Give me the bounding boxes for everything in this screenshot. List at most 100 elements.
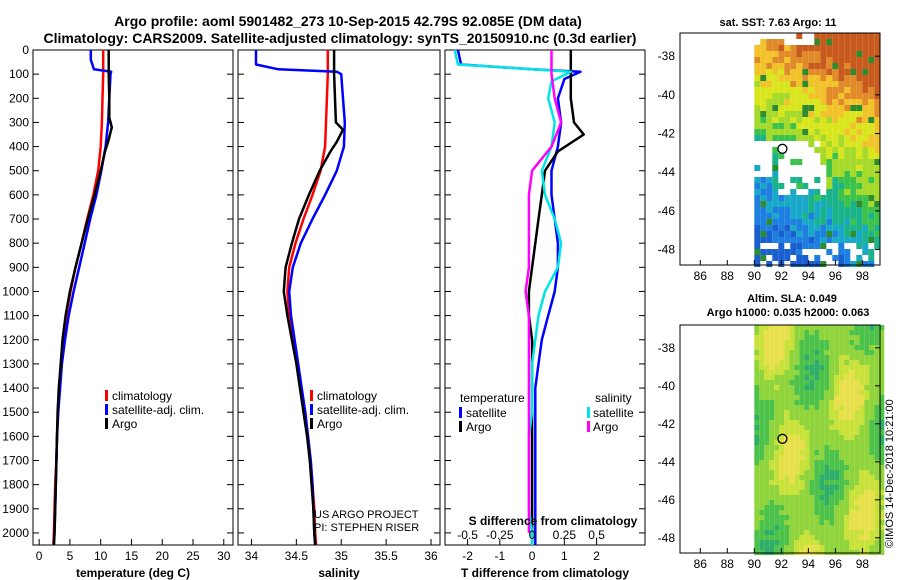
map-cell [754,117,761,123]
map-cell [779,510,785,515]
map-cell [834,530,840,535]
map-cell [874,470,880,475]
map-cell [874,225,881,231]
map-cell [804,380,810,385]
map-cell [754,430,760,435]
map-cell [854,400,860,405]
map-cell [850,87,857,93]
map-cell [769,460,775,465]
map-cell [819,525,825,530]
map-cell [774,455,780,460]
map-cell [784,213,791,219]
map-cell [829,350,835,355]
map-cell [789,325,795,330]
map-cell [759,335,765,340]
map-cell [754,213,761,219]
map-cell [790,81,797,87]
map-cell [760,225,767,231]
map-cell [874,33,881,39]
map-cell [809,440,815,445]
map-cell [844,117,851,123]
map-cell [796,81,803,87]
map-cell [778,87,785,93]
map-cell [874,111,881,117]
map-cell [834,450,840,455]
map-cell [764,325,770,330]
s-tick-label: -0.25 [486,528,514,542]
map-cell [778,153,785,159]
map-cell [862,81,869,87]
map-cell [849,410,855,415]
map-cell [832,165,839,171]
map-cell [804,460,810,465]
map-cell [754,420,760,425]
map-cell [766,117,773,123]
map-cell [759,325,765,330]
map-cell [779,340,785,345]
map-cell [804,420,810,425]
map-cell [869,360,875,365]
map-cell [829,500,835,505]
map-cell [839,475,845,480]
map-cell [856,171,863,177]
map-cell [796,159,803,165]
map-cell [874,123,881,129]
map-cell [862,147,869,153]
map-cell [849,395,855,400]
map-cell [824,510,830,515]
map-cell [879,390,885,395]
map-cell [854,375,860,380]
map-cell [799,420,805,425]
map-cell [814,243,821,249]
map-cell [819,340,825,345]
map-cell [808,57,815,63]
map-cell [844,45,851,51]
map-cell [802,63,809,69]
map-cell [772,213,779,219]
map-cell [826,177,833,183]
map-cell [879,435,885,440]
map-cell [879,450,885,455]
map-cell [808,117,815,123]
map-cell [814,213,821,219]
map-cell [754,390,760,395]
map-cell [759,475,765,480]
x-tick-label: 5 [67,549,74,563]
map-cell [779,480,785,485]
map-cell [834,515,840,520]
map-cell [868,183,875,189]
x-tick-label: -1 [495,549,506,563]
map-cell [849,515,855,520]
map-cell [754,355,760,360]
map-cell [869,410,875,415]
map-cell [779,490,785,495]
map-cell [814,405,820,410]
map-cell [769,390,775,395]
map-cell [850,189,857,195]
map-cell [779,415,785,420]
map-cell [864,440,870,445]
map-cell [859,515,865,520]
map-cell [829,480,835,485]
map-cell [856,159,863,165]
map-cell [839,485,845,490]
map-cell [859,425,865,430]
map-cell [790,195,797,201]
map-cell [826,165,833,171]
map-cell [819,410,825,415]
map-cell [766,135,773,141]
map-cell [834,535,840,540]
y-tick-label: 1600 [2,429,29,443]
map-cell [784,510,790,515]
map-cell [769,540,775,545]
map-cell [869,540,875,545]
map-cell [799,495,805,500]
map-cell [764,510,770,515]
map-cell [824,400,830,405]
map-cell [874,400,880,405]
map-cell [789,385,795,390]
map-cell [778,69,785,75]
map-cell [819,405,825,410]
map-cell [759,510,765,515]
map-cell [824,430,830,435]
